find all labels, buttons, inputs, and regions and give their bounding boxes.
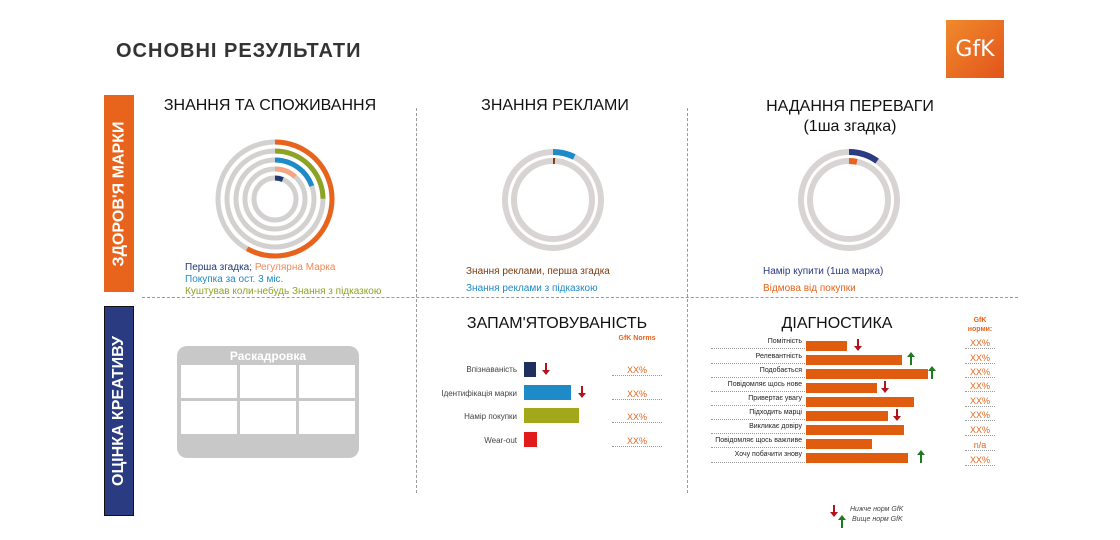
side-tab-creative-label: ОЦІНКА КРЕАТИВУ: [110, 336, 127, 486]
memorability-label: Ідентифікація марки: [441, 389, 517, 398]
legend-ever-tried: Куштував коли-небудь Знання з підказкою: [185, 286, 382, 297]
dotted-leader: [711, 447, 805, 448]
storyboard-placeholder: Раскадровка: [177, 346, 359, 458]
preference-title: НАДАННЯ ПЕРЕВАГИ: [766, 98, 934, 115]
storyboard-frame: [299, 401, 355, 434]
diagnostic-norm: XX%: [965, 338, 995, 349]
side-tab-creative: ОЦІНКА КРЕАТИВУ: [104, 306, 134, 516]
diagnostic-label: Підходить марці: [749, 409, 802, 416]
ad-awareness-title: ЗНАННЯ РЕКЛАМИ: [481, 97, 629, 114]
diagnostic-label: Повідомляє щось важливе: [715, 437, 802, 444]
diagnostics-norms-header: GfK норми:: [967, 317, 993, 333]
preference-title-block: НАДАННЯ ПЕРЕВАГИ (1ша згадка): [730, 97, 970, 137]
diagnostic-label: Подобається: [759, 367, 802, 374]
dotted-leader: [711, 363, 805, 364]
dotted-leader: [711, 377, 805, 378]
diagnostic-norm: XX%: [965, 353, 995, 364]
legend-ad-prompted: Знання реклами з підказкою: [466, 283, 598, 294]
memorability-label: Wear-out: [484, 436, 517, 445]
storyboard-frame: [240, 365, 296, 398]
above-norm-legend-text: Вище норм GfK: [852, 516, 903, 523]
memorability-bar-brand-id: [524, 385, 571, 400]
diagnostic-norm: XX%: [965, 396, 995, 407]
row-divider: [142, 297, 1018, 298]
legend-purchase-intent: Намір купити (1ша марка): [763, 266, 884, 277]
legend-purchase-3m: Покупка за ост. 3 міс.: [185, 274, 284, 285]
below-norm-legend-text: Нижче норм GfK: [850, 506, 904, 513]
column-divider-1: [416, 108, 417, 493]
memorability-title: ЗАПАМ'ЯТОВУВАНІСТЬ: [466, 315, 648, 332]
preference-legend: Намір купити (1ша марка) Відмова від пок…: [763, 263, 883, 297]
diagnostics-title: ДІАГНОСТИКА: [781, 315, 893, 332]
storyboard-title: Раскадровка: [229, 349, 307, 363]
diagnostic-label: Викликає довіру: [749, 423, 802, 430]
memorability-bar-purchase-intent: [524, 408, 579, 423]
diagnostic-bar-relevance: [806, 355, 902, 365]
diagnostic-bar-attention: [806, 397, 914, 407]
memorability-label: Впізнаваність: [466, 365, 517, 374]
dotted-leader: [711, 433, 805, 434]
column-divider-2: [687, 108, 688, 493]
dotted-leader: [711, 391, 805, 392]
storyboard-frame: [181, 401, 237, 434]
dotted-leader: [711, 419, 805, 420]
diagnostic-norm: XX%: [965, 455, 995, 466]
diagnostic-bar-news: [806, 383, 877, 393]
diagnostic-bar-important: [806, 439, 872, 449]
legend-purchase-refusal: Відмова від покупки: [763, 283, 856, 294]
ad-awareness-donut-chart: [502, 149, 604, 251]
memorability-norm: XX%: [612, 389, 662, 400]
memorability-norm: XX%: [612, 412, 662, 423]
diagnostic-bar-liking: [806, 369, 928, 379]
diagnostic-label: Привертає увагу: [748, 395, 802, 402]
preference-subtitle: (1ша згадка): [803, 118, 897, 135]
dotted-leader: [711, 405, 805, 406]
storyboard-frame: [181, 365, 237, 398]
diagnostic-label: Хочу побачити знову: [734, 451, 802, 458]
diagnostic-bar-brand-fit: [806, 411, 888, 421]
storyboard-frame: [299, 365, 355, 398]
diagnostic-label: Повідомляє щось нове: [727, 381, 802, 388]
awareness-title: ЗНАННЯ ТА СПОЖИВАННЯ: [163, 97, 377, 114]
memorability-bar-wear-out: [524, 432, 537, 447]
legend-ad-first-mention: Знання реклами, перша згадка: [466, 266, 610, 277]
diagnostic-label: Релевантність: [755, 353, 802, 360]
diagnostic-bar-see-again: [806, 453, 908, 463]
memorability-norms-header: GfK Norms: [618, 335, 656, 342]
ad-awareness-legend: Знання реклами, перша згадка Знання рекл…: [466, 263, 610, 297]
memorability-bar-recognition: [524, 362, 536, 377]
dotted-leader: [711, 462, 805, 463]
side-tab-brand-health-label: ЗДОРОВ'Я МАРКИ: [110, 121, 127, 266]
legend-first-mention: Перша згадка;: [185, 262, 253, 273]
legend-regular-brand: Регулярна Марка: [254, 262, 336, 273]
dotted-leader: [711, 348, 805, 349]
diagnostic-norm: XX%: [965, 410, 995, 421]
diagnostic-norm: XX%: [965, 367, 995, 378]
memorability-norm: XX%: [612, 436, 662, 447]
storyboard-frame: [240, 401, 296, 434]
diagnostic-bar-noticeability: [806, 341, 847, 351]
diagnostic-norm: XX%: [965, 425, 995, 436]
diagnostic-norm: n/a: [965, 440, 995, 451]
preference-donut-chart: [798, 149, 900, 251]
awareness-donut-chart: [215, 139, 335, 259]
diagnostic-label: Помітність: [767, 338, 802, 345]
memorability-norm: XX%: [612, 365, 662, 376]
page-title: ОСНОВНІ РЕЗУЛЬТАТИ: [116, 40, 362, 62]
side-tab-brand-health: ЗДОРОВ'Я МАРКИ: [104, 95, 134, 292]
awareness-legend: Перша згадка; Регулярна Марка Покупка за…: [185, 262, 381, 298]
diagnostic-bar-trust: [806, 425, 904, 435]
gfk-logo: GfK: [946, 20, 1004, 78]
diagnostic-norm: XX%: [965, 381, 995, 392]
memorability-label: Намір покупки: [464, 412, 517, 421]
